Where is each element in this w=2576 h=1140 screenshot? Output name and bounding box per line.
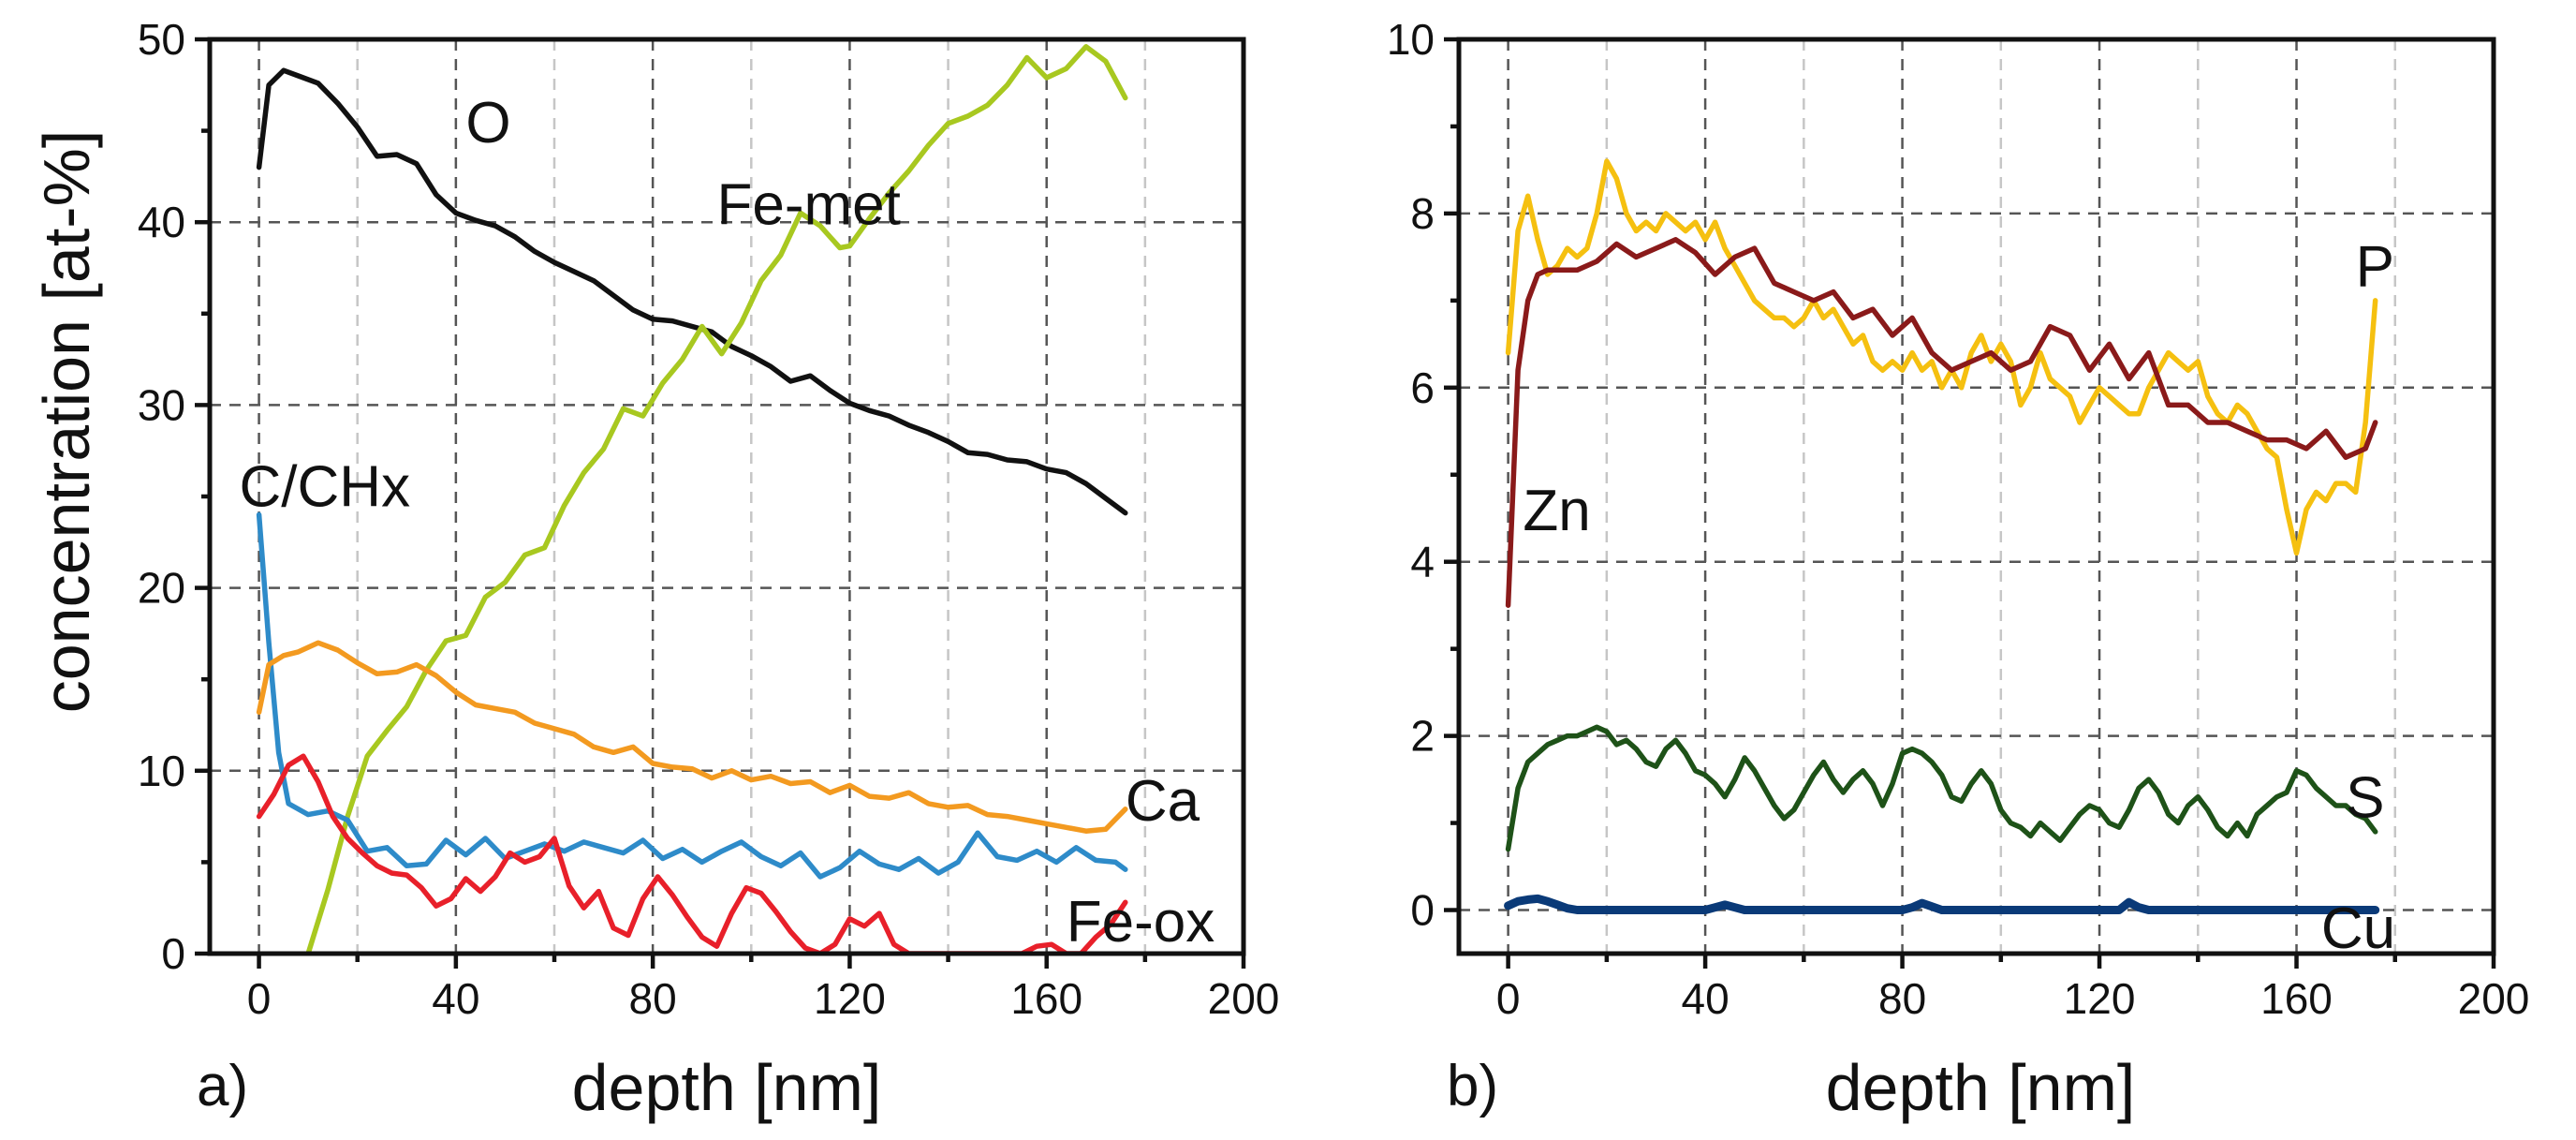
panel-a-series-fe-ox-line <box>256 753 1128 954</box>
panel-b: 0 40 80 120 160 200 0 2 4 6 8 10 P Zn S Cu b) depth [nm] <box>1387 15 2530 1124</box>
panel-a-y-tick-label: 30 <box>138 380 185 429</box>
panel-a-series-c-chx-line <box>256 511 1128 880</box>
panel-b-y-tick-label: 6 <box>1410 363 1435 412</box>
panel-a-series-label-ca: Ca <box>1126 769 1200 834</box>
panel-a-y-tick-label: 40 <box>138 198 185 246</box>
panel-a-axes: 0 40 80 120 160 200 0 10 20 30 40 50 <box>138 15 1280 1023</box>
panel-b-series-p-line <box>1505 158 2378 556</box>
panel-b-y-tick-label: 10 <box>1387 15 1435 64</box>
panel-b-series-s-line <box>1505 724 2378 852</box>
panel-b-y-tick-label: 0 <box>1410 886 1435 935</box>
panel-b-x-tick-label: 160 <box>2260 974 2333 1023</box>
panel-a-x-tick-label: 120 <box>814 974 886 1023</box>
panel-a-x-tick-label: 200 <box>1208 974 1280 1023</box>
panel-a-series-fe-met-line <box>305 44 1128 954</box>
panel-b-plot-frame <box>1456 37 2496 956</box>
panel-a-x-tick-label: 160 <box>1010 974 1082 1023</box>
panel-b-x-tick-label: 0 <box>1496 974 1521 1023</box>
panel-b-series-label-cu: Cu <box>2321 896 2395 961</box>
panel-a: 0 40 80 120 160 200 0 10 20 30 40 50 O Fe-met C/CHx Ca F… <box>30 15 1279 1124</box>
panel-a-y-tick-label: 10 <box>138 747 185 795</box>
panel-a-label: a) <box>197 1054 248 1118</box>
panel-a-series-labels: O Fe-met C/CHx Ca Fe-ox <box>240 91 1215 955</box>
panel-b-y-tick-label: 2 <box>1410 712 1435 761</box>
panel-b-y-tick-label: 8 <box>1410 189 1435 238</box>
panel-b-y-tick-label: 4 <box>1410 538 1435 586</box>
panel-b-x-tick-label: 40 <box>1682 974 1730 1023</box>
panel-a-series-label-fe-ox: Fe-ox <box>1067 890 1214 955</box>
panel-b-label: b) <box>1447 1054 1498 1118</box>
panel-b-series-labels: P Zn S Cu <box>1523 235 2395 961</box>
panel-b-x-tick-label: 80 <box>1878 974 1926 1023</box>
panel-b-series-label-p: P <box>2356 235 2394 300</box>
panel-a-x-tick-label: 0 <box>247 974 272 1023</box>
panel-a-x-tick-label: 40 <box>432 974 479 1023</box>
panel-a-series-label-o: O <box>465 91 510 155</box>
panel-a-y-axis-title: concentration [at-%] <box>30 130 103 714</box>
panel-a-y-tick-label: 20 <box>138 564 185 613</box>
panel-b-x-axis-title: depth [nm] <box>1826 1051 2136 1124</box>
panel-b-series-group <box>1504 158 2380 914</box>
panel-a-y-tick-label: 50 <box>138 15 185 64</box>
panel-a-series-o-line <box>256 67 1128 516</box>
panel-a-y-tick-label: 0 <box>161 929 185 978</box>
panel-b-series-zn-line <box>1505 237 2378 608</box>
panel-b-x-tick-label: 200 <box>2458 974 2530 1023</box>
panel-a-series-label-fe-met: Fe-met <box>716 173 900 238</box>
panel-b-series-label-s: S <box>2346 766 2384 831</box>
panel-b-axes: 0 40 80 120 160 200 0 2 4 6 8 10 <box>1387 15 2530 1023</box>
panel-b-series-cu-line <box>1504 894 2380 914</box>
panel-a-series-ca-line <box>256 640 1128 834</box>
panel-a-x-tick-label: 80 <box>629 974 677 1023</box>
panel-a-x-axis-title: depth [nm] <box>572 1051 882 1124</box>
panel-a-series-label-c-chx: C/CHx <box>240 454 411 519</box>
panel-b-x-tick-label: 120 <box>2064 974 2136 1023</box>
panel-a-series-group <box>256 44 1128 954</box>
panel-b-series-label-zn: Zn <box>1523 479 1590 543</box>
